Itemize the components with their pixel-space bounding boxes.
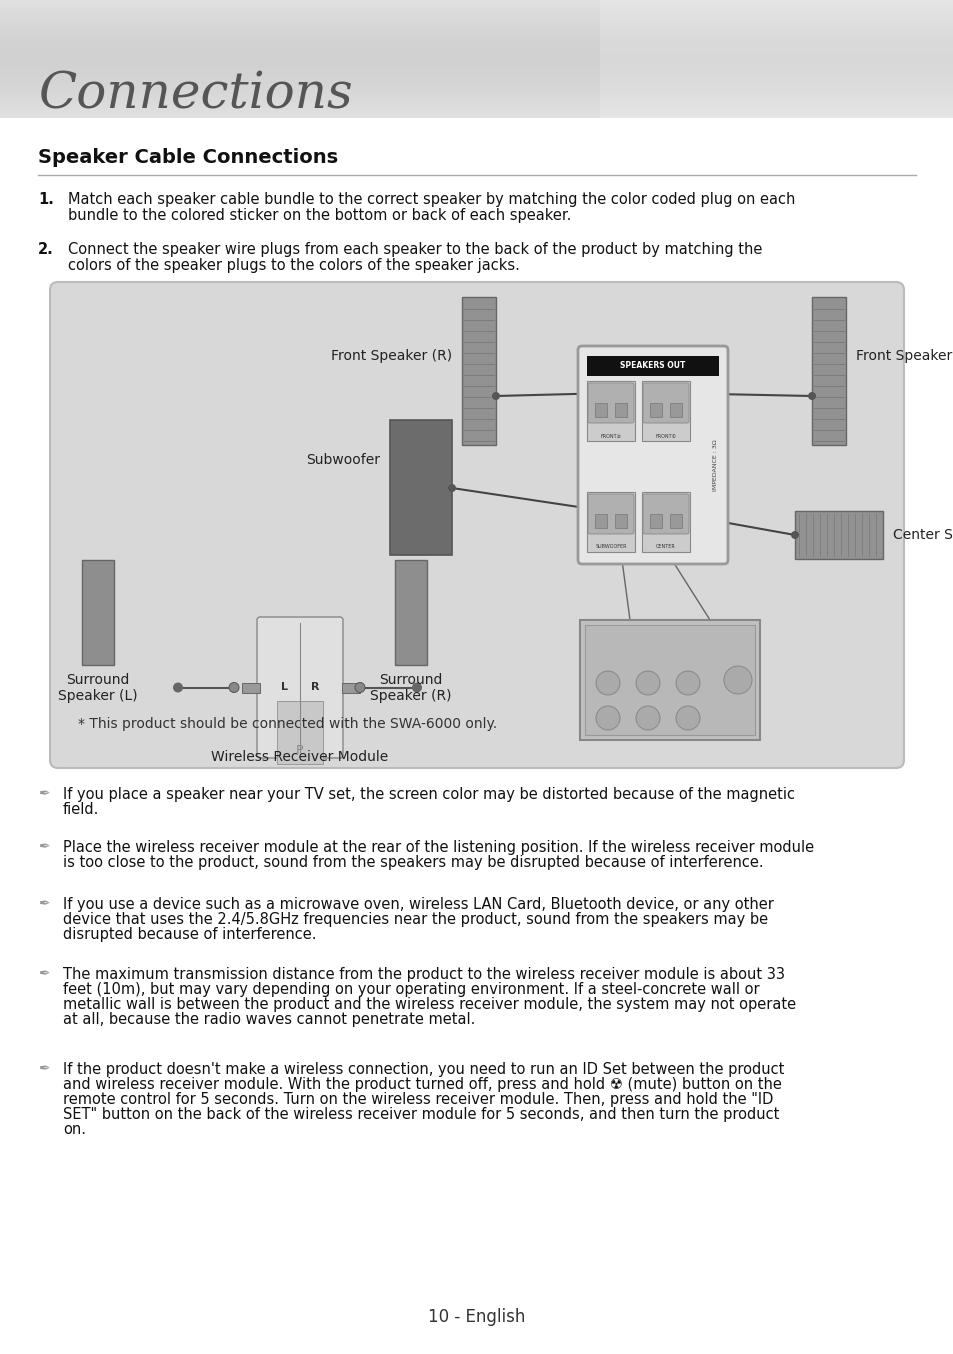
FancyBboxPatch shape xyxy=(276,701,323,764)
Bar xyxy=(579,620,760,741)
Circle shape xyxy=(636,705,659,730)
Text: 10 - English: 10 - English xyxy=(428,1308,525,1326)
Bar xyxy=(461,297,496,445)
Text: FRONT②: FRONT② xyxy=(599,433,620,439)
Text: * This product should be connected with the SWA-6000 only.: * This product should be connected with … xyxy=(78,718,497,731)
FancyBboxPatch shape xyxy=(578,347,727,565)
Bar xyxy=(669,515,681,528)
Bar xyxy=(82,561,113,665)
Bar xyxy=(395,561,427,665)
Text: Center Speaker: Center Speaker xyxy=(892,528,953,542)
Bar xyxy=(390,420,452,555)
Text: Place the wireless receiver module at the rear of the listening position. If the: Place the wireless receiver module at th… xyxy=(63,839,813,854)
Circle shape xyxy=(662,508,670,516)
FancyBboxPatch shape xyxy=(256,617,343,758)
Circle shape xyxy=(676,705,700,730)
Text: P: P xyxy=(296,743,303,757)
Bar xyxy=(794,510,882,559)
Bar xyxy=(341,682,359,692)
Bar xyxy=(649,515,661,528)
Bar xyxy=(641,492,689,552)
Bar xyxy=(286,720,314,756)
Text: Front Speaker (R): Front Speaker (R) xyxy=(331,349,452,363)
Circle shape xyxy=(172,682,183,692)
Text: ✒: ✒ xyxy=(38,967,50,982)
Text: disrupted because of interference.: disrupted because of interference. xyxy=(63,927,316,942)
Circle shape xyxy=(607,389,616,397)
Text: If you place a speaker near your TV set, the screen color may be distorted becau: If you place a speaker near your TV set,… xyxy=(63,787,794,802)
FancyBboxPatch shape xyxy=(642,494,688,533)
Text: at all, because the radio waves cannot penetrate metal.: at all, because the radio waves cannot p… xyxy=(63,1011,475,1026)
Text: Speaker Cable Connections: Speaker Cable Connections xyxy=(38,148,337,167)
Bar xyxy=(584,626,754,735)
Circle shape xyxy=(636,672,659,695)
Circle shape xyxy=(723,666,751,695)
Text: colors of the speaker plugs to the colors of the speaker jacks.: colors of the speaker plugs to the color… xyxy=(68,259,519,274)
Text: Front Speaker (L): Front Speaker (L) xyxy=(855,349,953,363)
Text: If the product doesn't make a wireless connection, you need to run an ID Set bet: If the product doesn't make a wireless c… xyxy=(63,1062,783,1076)
Text: IMPEDANCE : 3Ω: IMPEDANCE : 3Ω xyxy=(713,439,718,490)
FancyBboxPatch shape xyxy=(587,494,634,533)
Bar xyxy=(811,297,845,445)
Text: SPEAKERS OUT: SPEAKERS OUT xyxy=(619,362,685,371)
Text: ✒: ✒ xyxy=(38,787,50,802)
Text: 2.: 2. xyxy=(38,242,53,257)
Bar xyxy=(268,720,332,738)
Text: R: R xyxy=(311,682,319,692)
Text: ✒: ✒ xyxy=(38,896,50,911)
Text: CENTER: CENTER xyxy=(656,544,675,550)
Text: SUBWOOFER: SUBWOOFER xyxy=(595,544,626,550)
Text: and wireless receiver module. With the product turned off, press and hold ☢ (mut: and wireless receiver module. With the p… xyxy=(63,1076,781,1091)
FancyBboxPatch shape xyxy=(587,383,634,422)
Bar xyxy=(586,356,719,376)
Text: L: L xyxy=(281,682,288,692)
Circle shape xyxy=(355,682,365,692)
Bar xyxy=(595,515,606,528)
FancyBboxPatch shape xyxy=(50,282,903,768)
Text: metallic wall is between the product and the wireless receiver module, the syste: metallic wall is between the product and… xyxy=(63,997,796,1011)
Text: Wireless Receiver Module: Wireless Receiver Module xyxy=(212,750,388,764)
Text: Surround
Speaker (L): Surround Speaker (L) xyxy=(58,673,137,703)
Text: remote control for 5 seconds. Turn on the wireless receiver module. Then, press : remote control for 5 seconds. Turn on th… xyxy=(63,1091,773,1108)
Bar xyxy=(586,380,635,441)
Circle shape xyxy=(790,531,799,539)
Circle shape xyxy=(596,672,619,695)
Text: ✒: ✒ xyxy=(38,1062,50,1076)
Text: feet (10m), but may vary depending on your operating environment. If a steel-con: feet (10m), but may vary depending on yo… xyxy=(63,982,759,997)
Bar xyxy=(615,403,626,417)
Bar xyxy=(595,403,606,417)
Text: bundle to the colored sticker on the bottom or back of each speaker.: bundle to the colored sticker on the bot… xyxy=(68,209,571,223)
Text: field.: field. xyxy=(63,802,99,816)
Text: Surround
Speaker (R): Surround Speaker (R) xyxy=(370,673,452,703)
Bar xyxy=(669,403,681,417)
Text: is too close to the product, sound from the speakers may be disrupted because of: is too close to the product, sound from … xyxy=(63,854,762,871)
Bar xyxy=(615,515,626,528)
Circle shape xyxy=(662,389,670,397)
Bar xyxy=(242,682,260,692)
Text: Match each speaker cable bundle to the correct speaker by matching the color cod: Match each speaker cable bundle to the c… xyxy=(68,192,795,207)
Circle shape xyxy=(412,682,421,692)
Text: Subwoofer: Subwoofer xyxy=(306,454,379,467)
Circle shape xyxy=(596,705,619,730)
Text: The maximum transmission distance from the product to the wireless receiver modu: The maximum transmission distance from t… xyxy=(63,967,784,982)
Text: Connections: Connections xyxy=(38,70,353,119)
Text: 1.: 1. xyxy=(38,192,53,207)
Text: Connect the speaker wire plugs from each speaker to the back of the product by m: Connect the speaker wire plugs from each… xyxy=(68,242,761,257)
Bar xyxy=(649,403,661,417)
Text: SET" button on the back of the wireless receiver module for 5 seconds, and then : SET" button on the back of the wireless … xyxy=(63,1108,779,1122)
Circle shape xyxy=(448,483,456,492)
Text: FRONT①: FRONT① xyxy=(655,433,676,439)
Circle shape xyxy=(807,393,815,399)
Circle shape xyxy=(492,393,499,399)
Bar xyxy=(641,380,689,441)
Text: on.: on. xyxy=(63,1122,86,1137)
FancyBboxPatch shape xyxy=(642,383,688,422)
Circle shape xyxy=(607,508,616,516)
Text: ✒: ✒ xyxy=(38,839,50,854)
Bar xyxy=(586,492,635,552)
Circle shape xyxy=(229,682,239,692)
Circle shape xyxy=(676,672,700,695)
Text: If you use a device such as a microwave oven, wireless LAN Card, Bluetooth devic: If you use a device such as a microwave … xyxy=(63,896,773,913)
Text: device that uses the 2.4/5.8GHz frequencies near the product, sound from the spe: device that uses the 2.4/5.8GHz frequenc… xyxy=(63,913,767,927)
